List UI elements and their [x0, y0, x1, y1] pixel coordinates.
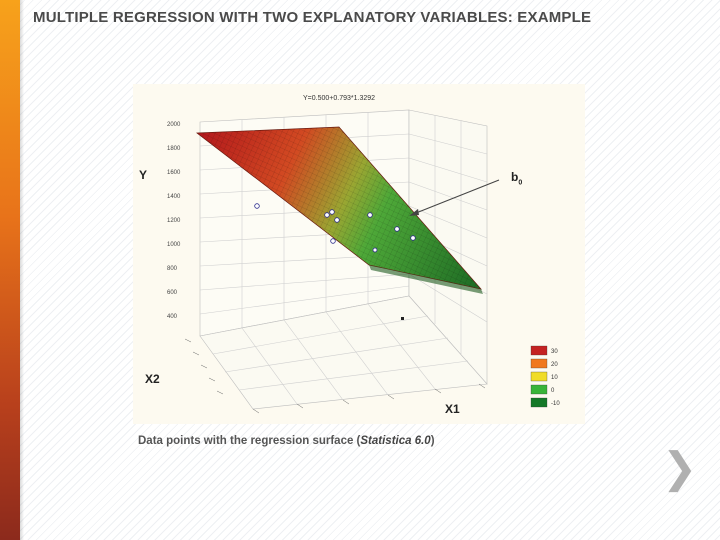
x1-axis-label: X1: [445, 402, 460, 416]
floor-point: [401, 317, 404, 320]
data-point: [334, 217, 340, 223]
y-tick-label: 1800: [167, 146, 181, 152]
legend-swatch: [530, 384, 548, 395]
legend-label: 20: [551, 362, 558, 368]
axis-tick-marks: [184, 338, 486, 414]
caption-software: Statistica 6.0: [360, 435, 431, 447]
color-legend: 30 20 10 0 -10: [530, 345, 560, 408]
regression-surface-plot: Y=0.500+0.793*1.3292: [167, 95, 560, 414]
y-axis-ticks: 2000 1800 1600 1400 1200 1000 800 600 40…: [167, 122, 181, 320]
y-tick-label: 2000: [167, 122, 181, 128]
left-accent-bar: [0, 0, 24, 540]
regression-plane-shadow: [369, 265, 483, 294]
legend-swatch: [530, 397, 548, 408]
data-point: [372, 247, 378, 253]
x2-axis-label: X2: [145, 372, 160, 386]
y-tick-label: 400: [167, 314, 178, 320]
floor-grid: [199, 295, 488, 410]
data-point: [394, 226, 400, 232]
data-point: [410, 235, 416, 241]
y-tick-label: 600: [167, 290, 178, 296]
regression-plane-mesh: [197, 127, 481, 289]
legend-label: 10: [551, 375, 558, 381]
legend-swatch: [530, 358, 548, 369]
y-axis-label: Y: [139, 168, 148, 182]
caption-text: Data points with the regression surface …: [138, 435, 361, 447]
data-point: [254, 203, 260, 209]
y-tick-label: 1400: [167, 194, 181, 200]
y-tick-label: 800: [167, 266, 178, 272]
legend-label: 0: [551, 388, 555, 394]
legend-label: 30: [551, 349, 558, 355]
data-point: [330, 238, 336, 244]
intercept-label: b0: [511, 170, 522, 186]
data-point: [367, 212, 373, 218]
next-slide-chevron-icon[interactable]: ❯: [662, 444, 698, 491]
legend-label: -10: [551, 401, 560, 407]
legend-swatch: [530, 345, 548, 356]
data-points: [254, 203, 416, 253]
intercept-subscript: 0: [518, 179, 523, 187]
caption-close: ): [430, 435, 435, 447]
y-tick-label: 1200: [167, 218, 181, 224]
figure-caption: Data points with the regression surface …: [138, 435, 435, 447]
slide-title: MULTIPLE REGRESSION WITH TWO EXPLANATORY…: [33, 9, 592, 26]
data-point: [324, 212, 330, 218]
intercept-letter: b: [511, 170, 519, 184]
y-tick-label: 1600: [167, 170, 181, 176]
regression-equation: Y=0.500+0.793*1.3292: [303, 95, 375, 102]
legend-swatch: [530, 371, 548, 382]
regression-surface-figure: Y=0.500+0.793*1.3292: [133, 84, 585, 424]
data-point: [329, 209, 335, 215]
intercept-arrow: [409, 179, 500, 216]
y-tick-label: 1000: [167, 242, 181, 248]
